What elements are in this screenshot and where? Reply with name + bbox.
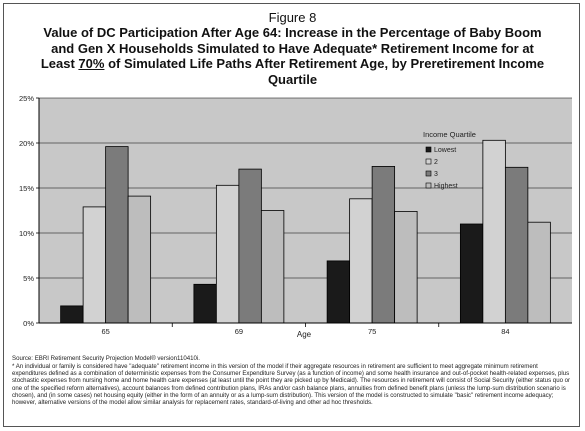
bar [459,223,484,324]
bar [371,165,396,324]
bar [82,206,107,324]
bar [127,195,152,324]
bar [193,283,217,324]
y-tick-label: 10% [19,229,34,238]
title-underlined: 70% [78,56,105,71]
source-note: Source: EBRI Retirement Security Project… [12,355,200,362]
bars [60,139,551,324]
y-tick-label: 5% [23,274,34,283]
bar [326,260,351,324]
y-axis-ticks: 0% 5% 10% 15% 20% 25% [19,94,39,328]
x-tick-label: 69 [235,327,243,336]
legend-label: Highest [434,183,458,190]
bar [504,166,529,324]
legend-title: Income Quartile [423,130,476,139]
y-tick-label: 25% [19,94,34,103]
title-text-before: Value of DC Participation After Age 64: … [40,25,542,71]
legend: Income Quartile Lowest 2 3 Highest [423,130,476,190]
legend-label: Lowest [434,147,456,154]
bar [260,210,285,324]
x-axis-label: Age [297,330,312,339]
bar [60,305,84,324]
legend-label: 2 [434,159,438,166]
y-tick-label: 0% [23,319,34,328]
x-tick-label: 65 [101,327,109,336]
x-axis-ticks: 65 69 75 84 [101,323,510,336]
bar [215,184,240,324]
legend-swatch [425,170,432,177]
figure-frame: Figure 8 Value of DC Participation After… [3,3,580,427]
legend-label: 3 [434,171,438,178]
figure-label: Figure 8 [268,10,317,25]
legend-swatch [425,146,432,153]
legend-swatch [425,158,432,165]
legend-swatch [425,182,432,189]
y-tick-label: 15% [19,184,34,193]
footnote: * An individual or family is considered … [12,363,571,407]
bar [238,168,262,324]
bar [105,146,129,324]
bar [394,210,418,324]
bar [349,198,373,324]
chart-title: Value of DC Participation After Age 64: … [34,25,551,87]
bar [482,139,506,324]
x-tick-label: 75 [368,327,376,336]
bar [527,221,551,324]
y-tick-label: 20% [19,139,34,148]
bar-chart: 0% 5% 10% 15% 20% 25% 65 69 75 84 Age Income Qua… [19,94,572,339]
x-tick-label: 84 [501,327,509,336]
title-text-after: of Simulated Life Paths After Retirement… [104,56,545,87]
